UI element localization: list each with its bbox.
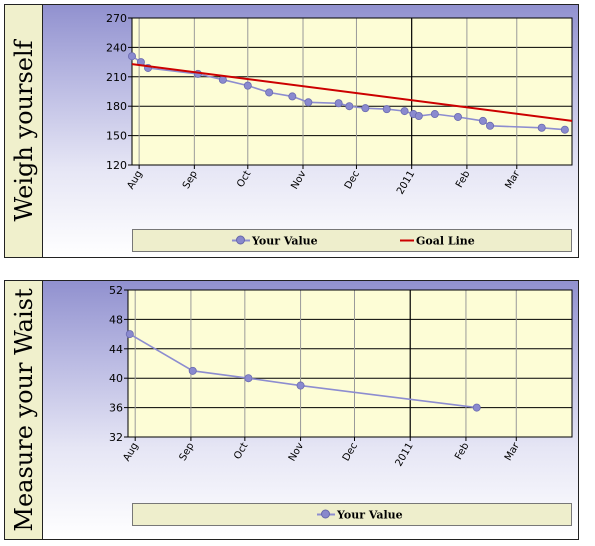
y-tick-label: 32 — [109, 431, 123, 444]
y-tick-label: 240 — [106, 41, 127, 54]
data-point — [400, 107, 409, 116]
data-point — [244, 374, 253, 383]
y-tick-label: 40 — [109, 372, 123, 385]
data-point — [334, 99, 343, 108]
y-tick-label: 270 — [106, 12, 127, 25]
x-tick-label: Nov — [289, 169, 308, 191]
plot-border — [127, 289, 573, 438]
waist-legend: Your Value — [132, 503, 572, 526]
weight-legend: Your Value Goal Line — [132, 229, 572, 252]
data-point — [453, 112, 462, 121]
y-tick-label: 180 — [106, 100, 127, 113]
plot-area — [128, 290, 572, 437]
legend-label-your-value: Your Value — [337, 508, 403, 521]
waist-chart-panel: Measure your Waist 32 36 40 44 48 52 Aug Sep Oct… — [4, 280, 579, 540]
x-tick-label: Nov — [287, 441, 306, 463]
data-point — [218, 75, 227, 84]
y-tick-label: 44 — [109, 343, 123, 356]
data-point — [472, 403, 481, 412]
data-point — [478, 116, 487, 125]
y-tick-label: 52 — [109, 284, 123, 297]
plot-border — [131, 17, 573, 166]
x-tick-label: Feb — [454, 169, 472, 190]
x-tick-label: Mar — [503, 440, 522, 463]
data-point — [560, 125, 569, 134]
legend-item-goal-line: Goal Line — [400, 234, 475, 247]
x-tick-label: Oct — [232, 441, 250, 462]
data-point — [188, 366, 197, 375]
x-tick-label: Oct — [235, 169, 253, 190]
weight-side-title: Weigh yourself — [5, 5, 43, 257]
your-value-line — [132, 55, 565, 131]
legend-label-goal-line: Goal Line — [416, 234, 475, 247]
x-tick-label: 2011 — [394, 441, 416, 469]
weight-chart-panel: Weigh yourself 120 150 180 210 240 270 Aug Sep O… — [4, 4, 579, 258]
data-point — [361, 104, 370, 113]
y-tick-label: 120 — [106, 159, 127, 172]
data-point — [288, 92, 297, 101]
x-tick-label: Mar — [503, 168, 522, 191]
weight-chart: 120 150 180 210 240 270 Aug Sep Oct Nov Dec 2011 Feb… — [106, 12, 573, 197]
x-tick-label: Sep — [178, 441, 197, 463]
data-point — [265, 88, 274, 97]
data-point — [304, 98, 313, 107]
y-tick-label: 210 — [106, 71, 127, 84]
data-point — [128, 52, 137, 61]
waist-chart: 32 36 40 44 48 52 Aug Sep Oct Nov Dec 2011 Feb Mar — [109, 284, 573, 469]
x-tick-label: Feb — [453, 441, 471, 462]
data-point — [296, 381, 305, 390]
y-tick-label: 36 — [109, 402, 123, 415]
waist-side-title: Measure your Waist — [5, 281, 43, 539]
y-tick-label: 150 — [106, 130, 127, 143]
x-tick-label: 2011 — [395, 169, 417, 197]
data-point — [345, 102, 354, 111]
circle-marker-icon — [317, 509, 335, 520]
line-marker-icon — [400, 236, 414, 246]
legend-item-your-value: Your Value — [232, 234, 318, 247]
legend-item-your-value: Your Value — [317, 508, 403, 521]
legend-label-your-value: Your Value — [252, 234, 318, 247]
circle-marker-icon — [232, 235, 250, 246]
x-tick-label: Aug — [121, 441, 140, 463]
x-tick-label: Aug — [125, 169, 144, 191]
data-point — [382, 105, 391, 114]
y-tick-label: 48 — [109, 313, 123, 326]
x-tick-label: Dec — [341, 441, 360, 463]
data-point — [125, 330, 134, 339]
x-tick-label: Sep — [181, 169, 200, 191]
data-point — [243, 81, 252, 90]
goal-line — [132, 63, 572, 122]
data-point — [486, 121, 495, 130]
data-point — [414, 112, 423, 121]
data-point — [430, 110, 439, 119]
x-tick-label: Dec — [343, 169, 362, 191]
data-point — [537, 123, 546, 132]
